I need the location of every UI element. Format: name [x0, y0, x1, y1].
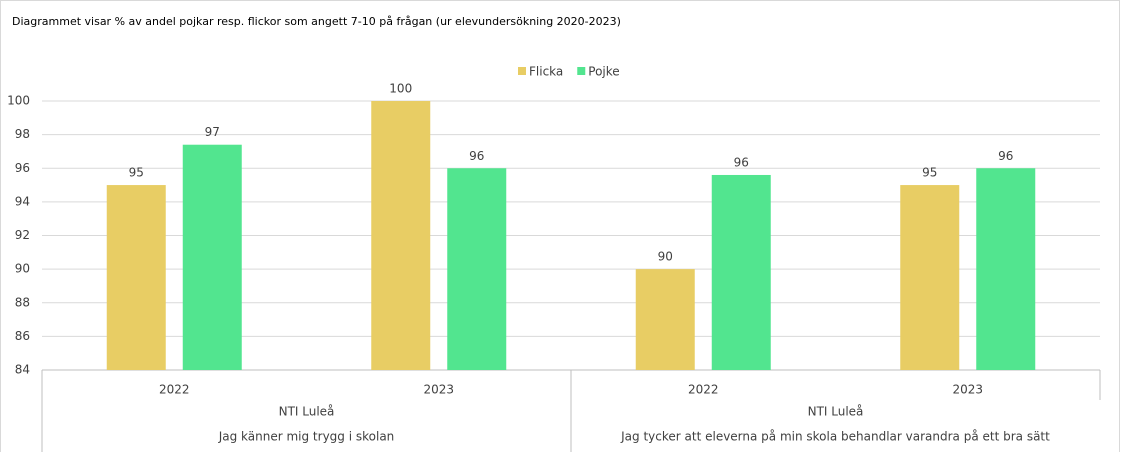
y-tick-label: 94	[15, 194, 30, 208]
data-label: 96	[998, 149, 1013, 163]
bar	[976, 168, 1036, 370]
y-tick-label: 90	[15, 262, 30, 276]
group-label: Jag känner mig trygg i skolan	[218, 430, 395, 444]
data-label: 96	[469, 149, 484, 163]
data-label: 95	[129, 166, 144, 180]
y-tick-label: 88	[15, 295, 30, 309]
x-tick-label: 2023	[423, 383, 454, 397]
y-tick-label: 100	[7, 94, 30, 108]
x-tick-label: 2022	[159, 383, 190, 397]
y-tick-label: 84	[15, 363, 30, 377]
y-tick-label: 98	[15, 127, 30, 141]
x-tick-label: 2023	[952, 383, 983, 397]
x-tick-label: 2022	[688, 383, 719, 397]
y-tick-label: 96	[15, 161, 30, 175]
data-label: 100	[389, 82, 412, 96]
bar	[635, 269, 695, 370]
bar	[371, 101, 431, 370]
legend-swatch	[518, 67, 526, 75]
bar	[711, 174, 771, 370]
group-label: NTI Luleå	[279, 405, 335, 419]
y-tick-label: 92	[15, 228, 30, 242]
legend-label: Pojke	[588, 65, 619, 79]
bar	[106, 185, 166, 370]
group-label: Jag tycker att eleverna på min skola beh…	[620, 430, 1050, 444]
chart-title: Diagrammet visar % av andel pojkar resp.…	[12, 15, 621, 28]
group-label: NTI Luleå	[808, 405, 864, 419]
bar	[447, 168, 507, 370]
legend-label: Flicka	[529, 65, 563, 79]
data-label: 96	[734, 155, 749, 169]
y-tick-label: 86	[15, 329, 30, 343]
legend-swatch	[577, 67, 586, 75]
data-label: 97	[205, 125, 220, 139]
bar	[900, 185, 960, 370]
data-label: 90	[658, 250, 673, 264]
data-label: 95	[922, 166, 937, 180]
bar	[182, 144, 242, 370]
